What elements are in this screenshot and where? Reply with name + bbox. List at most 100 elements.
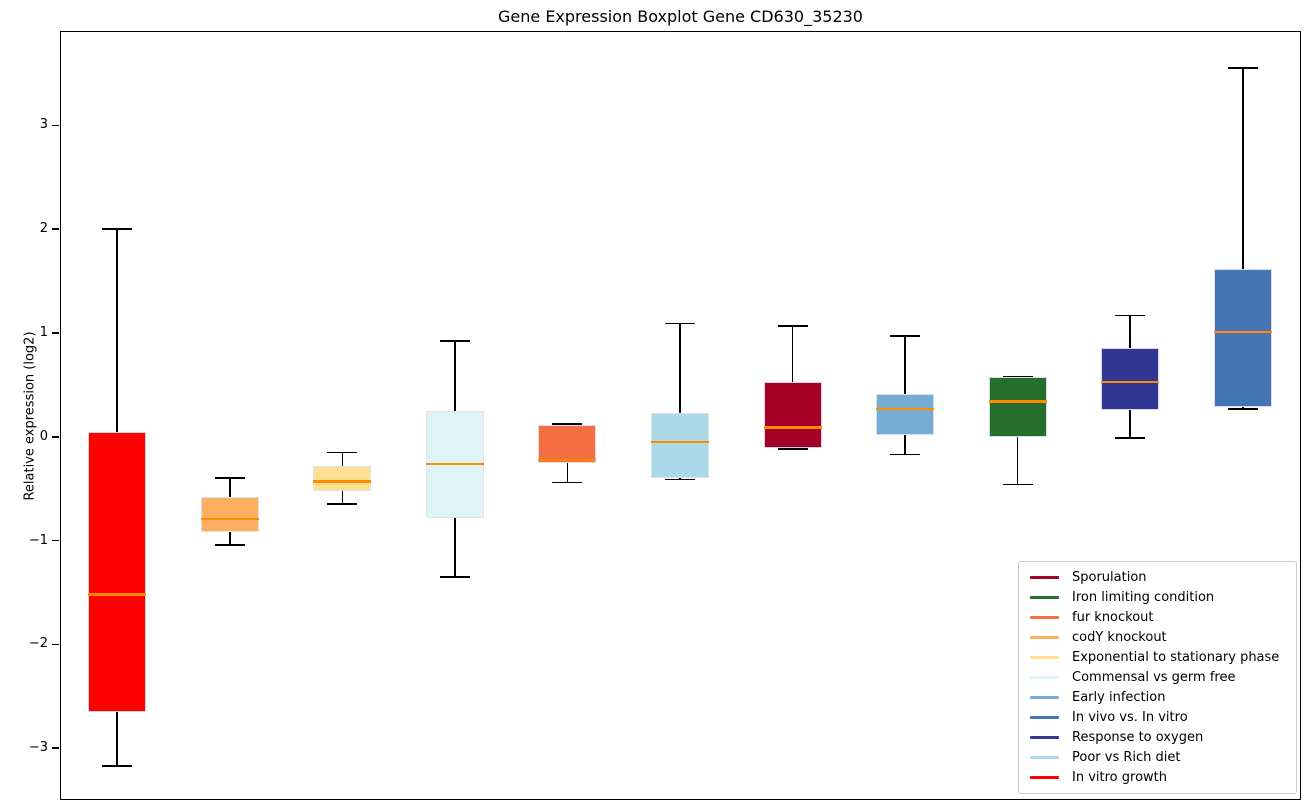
whisker-cap-lower <box>665 478 695 481</box>
legend-item: Commensal vs germ free <box>1021 670 1294 685</box>
legend-swatch <box>1030 636 1059 639</box>
legend-label: codY knockout <box>1072 630 1167 645</box>
whisker-lower <box>1016 436 1019 485</box>
whisker-upper <box>116 229 119 432</box>
legend-swatch <box>1030 756 1059 759</box>
legend-swatch <box>1030 656 1059 659</box>
whisker-cap-lower <box>1227 407 1258 410</box>
whisker-cap-lower <box>102 764 133 767</box>
whisker-cap-lower <box>890 453 921 456</box>
box-in-vitro-growth <box>88 431 147 712</box>
legend-label: In vitro growth <box>1072 770 1167 785</box>
whisker-upper <box>679 323 681 413</box>
whisker-cap-upper <box>327 451 358 454</box>
whisker-upper <box>791 325 794 382</box>
whisker-lower <box>566 462 569 483</box>
legend-label: Commensal vs germ free <box>1072 670 1236 685</box>
whisker-cap-upper <box>1002 375 1033 378</box>
box-early-infection <box>876 394 935 435</box>
box-cody-knockout <box>200 496 259 533</box>
median-line <box>200 517 259 520</box>
whisker-cap-lower <box>214 543 245 546</box>
y-tick-label: 3 <box>39 117 48 133</box>
median-line <box>763 426 822 429</box>
legend-label: Response to oxygen <box>1072 730 1204 745</box>
legend-label: Poor vs Rich diet <box>1072 750 1181 765</box>
y-tick-mark <box>52 747 59 749</box>
y-tick-mark <box>52 124 59 127</box>
median-line <box>313 480 372 483</box>
whisker-cap-lower <box>777 448 808 451</box>
y-tick-mark <box>52 332 59 334</box>
whisker-cap-lower <box>1115 436 1146 439</box>
median-line <box>876 407 935 410</box>
whisker-cap-lower <box>439 576 470 578</box>
legend-item: Sporulation <box>1021 570 1294 585</box>
whisker-lower <box>904 434 906 455</box>
median-line <box>651 440 709 444</box>
legend-item: fur knockout <box>1021 610 1294 625</box>
legend-swatch <box>1030 596 1059 599</box>
y-tick-label: −2 <box>28 636 48 652</box>
whisker-cap-upper <box>439 340 470 343</box>
chart-title: Gene Expression Boxplot Gene CD630_35230 <box>498 7 863 26</box>
box-exponential-to-stationary-phase <box>313 465 372 491</box>
whisker-cap-upper <box>777 324 808 327</box>
whisker-upper <box>904 336 906 395</box>
whisker-cap-upper <box>214 477 245 480</box>
y-tick-label: −3 <box>28 740 48 756</box>
y-tick-mark <box>52 228 59 230</box>
box-poor-vs-rich-diet <box>651 412 709 479</box>
legend-label: fur knockout <box>1072 610 1154 625</box>
whisker-lower <box>1129 409 1131 438</box>
y-tick-label: 2 <box>39 221 48 237</box>
legend-item: In vivo vs. In vitro <box>1021 710 1294 725</box>
legend-item: Iron limiting condition <box>1021 590 1294 605</box>
box-iron-limiting-condition <box>988 376 1047 437</box>
whisker-lower <box>116 711 119 766</box>
legend-label: Exponential to stationary phase <box>1072 650 1280 665</box>
legend-label: Sporulation <box>1072 570 1147 585</box>
whisker-upper <box>454 341 456 411</box>
legend-label: Early infection <box>1072 690 1166 705</box>
y-axis-label: Relative expression (log2) <box>22 331 38 501</box>
y-tick-label: 1 <box>39 325 48 340</box>
legend-item: codY knockout <box>1021 630 1294 645</box>
whisker-cap-upper <box>665 322 695 325</box>
whisker-cap-lower <box>327 503 358 506</box>
whisker-upper <box>1241 68 1244 269</box>
whisker-upper <box>341 452 344 466</box>
legend-label: Iron limiting condition <box>1072 590 1215 605</box>
whisker-cap-upper <box>1115 314 1146 317</box>
y-tick-mark <box>52 435 59 438</box>
legend-swatch <box>1030 736 1059 739</box>
whisker-cap-upper <box>890 335 921 337</box>
whisker-upper <box>1129 315 1131 348</box>
legend-swatch <box>1030 616 1059 619</box>
y-tick-label: 0 <box>39 428 48 444</box>
y-tick-label: −1 <box>28 532 48 548</box>
box-response-to-oxygen <box>1101 347 1160 410</box>
y-tick-mark <box>52 539 59 542</box>
legend-swatch <box>1030 716 1059 719</box>
legend-swatch <box>1030 696 1059 699</box>
whisker-cap-upper <box>552 423 583 426</box>
legend: Sporulation Iron limiting condition fur kn… <box>1018 561 1297 794</box>
legend-item: Exponential to stationary phase <box>1021 650 1294 665</box>
whisker-upper <box>229 478 231 497</box>
legend-swatch <box>1030 776 1059 779</box>
box-in-vivo-vs-in-vitro <box>1213 268 1272 407</box>
legend-item: Poor vs Rich diet <box>1021 750 1294 765</box>
box-fur-knockout <box>538 425 597 463</box>
median-line <box>1101 380 1160 383</box>
legend-swatch <box>1030 576 1059 579</box>
median-line <box>1213 330 1272 334</box>
whisker-lower <box>341 490 344 505</box>
legend-label: In vivo vs. In vitro <box>1072 710 1188 725</box>
box-sporulation <box>763 381 822 449</box>
whisker-cap-lower <box>552 481 583 484</box>
whisker-cap-lower <box>1002 483 1033 486</box>
median-line <box>988 400 1047 403</box>
legend-item: Early infection <box>1021 690 1294 705</box>
